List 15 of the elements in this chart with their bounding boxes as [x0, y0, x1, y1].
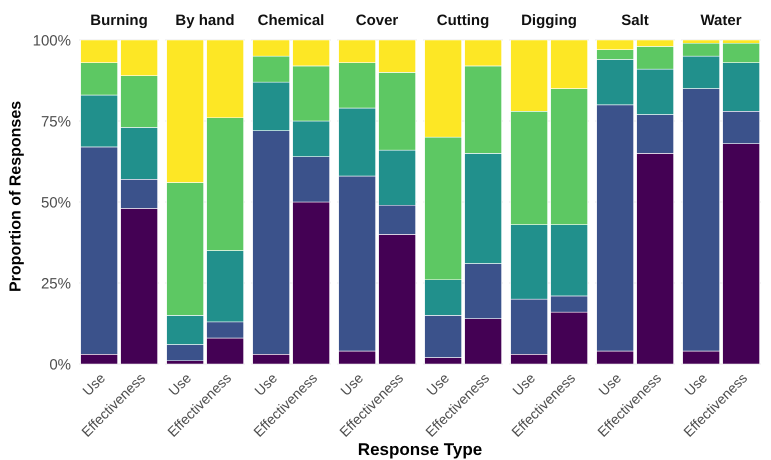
x-axis-title: Response Type [356, 440, 484, 460]
y-axis-title: Proportion of Responses [8, 100, 25, 292]
chart-title: Burning [89, 11, 149, 31]
chart-title: Water [699, 11, 743, 31]
chart-title: Cover [354, 11, 400, 31]
chart-title: Digging [520, 11, 578, 31]
chart-title: Chemical [256, 11, 326, 31]
chart-title: By hand [174, 11, 236, 31]
chart-title: Cutting [436, 11, 490, 31]
y-tick-label: 0% [49, 356, 71, 374]
chart-title: Salt [620, 11, 650, 31]
y-tick-label: 100% [32, 32, 71, 50]
y-tick-label: 75% [40, 113, 71, 130]
y-tick-label: 25% [40, 275, 71, 292]
y-tick-label: 50% [40, 194, 71, 212]
